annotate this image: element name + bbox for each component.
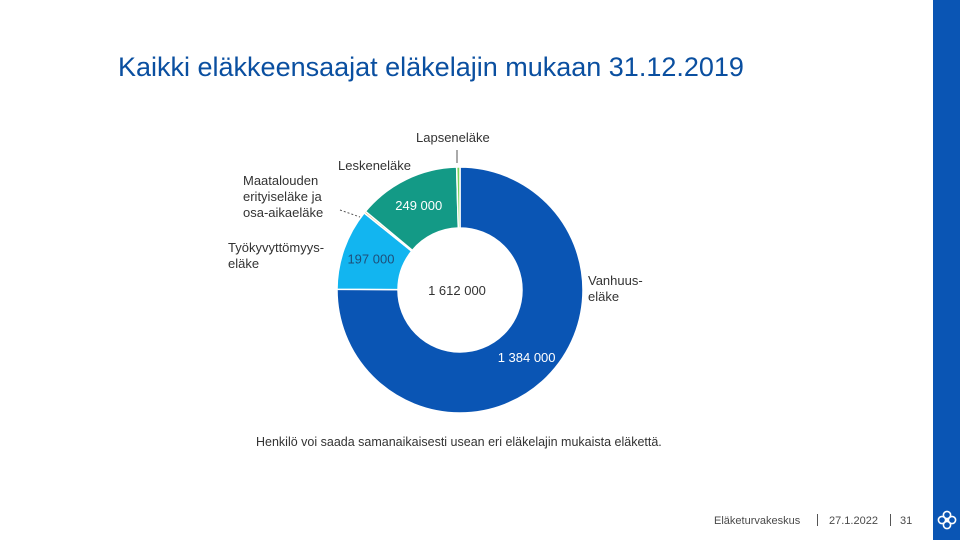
leader-maatalouden — [339, 209, 361, 218]
category-label-maatalouden-osa-aika: Maatalouden erityiseläke ja osa-aikaeläke — [243, 173, 323, 220]
category-label-line: erityiseläke ja — [243, 189, 323, 204]
chart-slices — [336, 166, 584, 414]
leader-lines — [339, 150, 458, 218]
category-label-line: Vanhuus- — [588, 273, 643, 288]
category-label-line: Leskeneläke — [338, 158, 411, 173]
value-label-tyokyvyttomyyselake: 197 000 — [347, 251, 394, 266]
value-labels: 1 384 000 197 000 249 000 — [347, 198, 555, 365]
category-labels: Vanhuus-eläkeTyökyvyttömyys-eläkeMaatalo… — [228, 130, 643, 304]
footer-separator — [890, 514, 891, 526]
category-label-line: Työkyvyttömyys- — [228, 240, 324, 255]
footer-separator — [817, 514, 818, 526]
category-label-line: eläke — [588, 289, 619, 304]
footnote: Henkilö voi saada samanaikaisesti usean … — [256, 435, 662, 449]
etk-flower-logo-icon — [937, 510, 957, 530]
value-label-leskenelake: 249 000 — [395, 198, 442, 213]
category-label-vanhuuselake: Vanhuus-eläke — [588, 273, 643, 304]
category-label-line: Lapseneläke — [416, 130, 490, 145]
donut-hole — [398, 228, 522, 352]
accent-side-bar — [933, 0, 960, 540]
page-title: Kaikki eläkkeensaajat eläkelajin mukaan … — [118, 52, 744, 82]
category-label-tyokyvyttomyyselake: Työkyvyttömyys-eläke — [228, 240, 324, 271]
footer-date: 27.1.2022 — [829, 515, 878, 527]
category-label-leskenelake: Leskeneläke — [338, 158, 411, 173]
category-label-line: eläke — [228, 256, 259, 271]
page-number: 31 — [900, 515, 913, 527]
category-label-lapsenelake: Lapseneläke — [416, 130, 490, 145]
category-label-line: osa-aikaeläke — [243, 205, 323, 220]
value-label-vanhuuselake: 1 384 000 — [498, 350, 556, 365]
category-label-line: Maatalouden — [243, 173, 318, 188]
center-total-label: 1 612 000 — [428, 283, 486, 298]
footer-organization: Eläketurvakeskus — [714, 515, 801, 527]
